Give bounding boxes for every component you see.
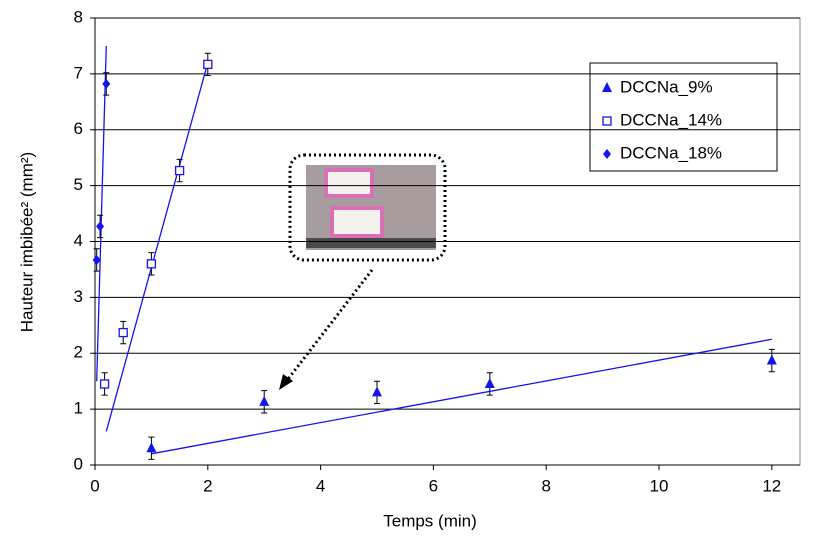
- y-tick-label: 5: [74, 175, 83, 194]
- x-axis-title: Temps (min): [383, 511, 477, 530]
- y-axis-title: Hauteur imbibée² (mm²): [17, 152, 36, 332]
- y-tick-label: 8: [74, 7, 83, 26]
- legend-marker: [602, 116, 612, 126]
- y-tick-label: 1: [74, 399, 83, 418]
- point: [118, 327, 128, 338]
- x-tick-label: 8: [541, 476, 550, 495]
- x-tick-label: 10: [650, 476, 669, 495]
- point: [372, 386, 382, 397]
- x-tick-label: 2: [203, 476, 212, 495]
- legend: [589, 62, 778, 172]
- legend-label: DCCNa_14%: [620, 110, 722, 129]
- legend-label: DCCNa_18%: [620, 143, 722, 162]
- point: [96, 221, 105, 232]
- inset-photo: [279, 153, 447, 390]
- point: [92, 254, 101, 265]
- point: [99, 379, 110, 389]
- point: [146, 259, 157, 269]
- legend-marker: [602, 82, 612, 92]
- legend-marker: [603, 149, 611, 159]
- point: [146, 442, 157, 453]
- point: [484, 377, 495, 388]
- legend-label: DCCNa_9%: [620, 77, 713, 96]
- point: [174, 165, 185, 176]
- y-tick-label: 6: [74, 119, 83, 138]
- point: [102, 78, 111, 89]
- x-tick-label: 12: [762, 476, 781, 495]
- y-tick-label: 4: [74, 231, 83, 250]
- x-tick-label: 6: [429, 476, 438, 495]
- y-tick-label: 2: [74, 343, 83, 362]
- y-tick-label: 7: [74, 63, 83, 82]
- point: [766, 354, 777, 365]
- y-tick-label: 0: [74, 454, 83, 473]
- trend-line: [96, 45, 107, 382]
- x-tick-label: 0: [90, 476, 99, 495]
- trend-line: [151, 338, 772, 455]
- x-tick-label: 4: [316, 476, 325, 495]
- trend-line: [105, 62, 209, 432]
- y-tick-label: 3: [74, 287, 83, 306]
- point: [259, 395, 270, 406]
- point: [203, 59, 213, 70]
